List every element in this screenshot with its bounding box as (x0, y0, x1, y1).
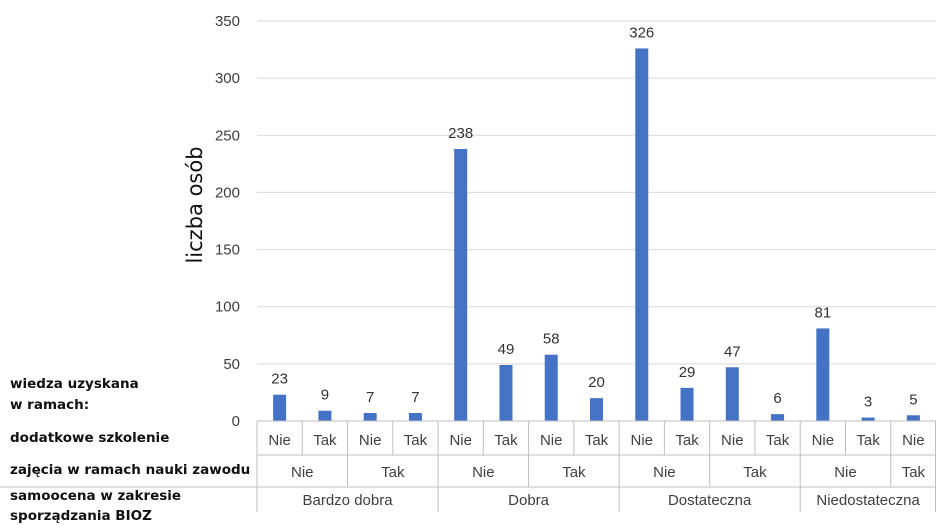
data-label: 238 (448, 125, 473, 142)
row-label-samoocena-line1: samoocena w zakresie (10, 488, 181, 504)
y-tick-label: 100 (215, 299, 240, 316)
y-tick-label: 0 (232, 413, 240, 430)
data-label: 47 (724, 343, 741, 360)
data-label: 29 (679, 364, 696, 381)
cat-label-zajecia: Nie (653, 464, 676, 481)
bar (273, 394, 287, 421)
bar (544, 354, 558, 421)
bar (408, 413, 422, 421)
cat-label-szkolenie: Nie (268, 432, 291, 449)
data-label: 49 (498, 341, 515, 358)
category-axis: Nie Tak Nie Tak Nie Tak Nie Tak Nie Tak Nie Tak Nie T… (0, 420, 936, 512)
cat-label-szkolenie: Nie (359, 432, 382, 449)
cat-label-szkolenie: Tak (766, 432, 790, 449)
cat-label-szkolenie: Tak (313, 432, 337, 449)
bar (590, 398, 603, 421)
y-axis-ticks: 0 50 100 150 200 250 300 350 (215, 13, 240, 430)
y-tick-label: 200 (215, 184, 240, 201)
cat-label-samoocena: Dobra (508, 492, 550, 509)
bar (499, 365, 513, 421)
cat-label-samoocena: Dostateczna (668, 492, 752, 509)
cat-label-szkolenie: Tak (675, 432, 699, 449)
cat-label-szkolenie: Nie (812, 432, 835, 449)
bar (454, 149, 468, 421)
data-label: 5 (909, 391, 917, 408)
data-label: 7 (366, 389, 374, 406)
bar (725, 367, 739, 421)
cat-label-szkolenie: Tak (494, 432, 518, 449)
bar (906, 415, 920, 421)
row-label-samoocena-line2: sporządzania BIOZ (10, 508, 152, 524)
y-tick-label: 50 (223, 356, 240, 373)
data-labels: 23 9 7 7 238 49 58 20 326 29 47 6 81 3 5 (271, 24, 917, 410)
cat-label-zajecia: Tak (381, 464, 405, 481)
row-header-line1: wiedza uzyskana (10, 376, 139, 392)
cat-label-szkolenie: Nie (902, 432, 925, 449)
gridlines (257, 20, 936, 422)
bars (273, 48, 920, 422)
cat-label-szkolenie: Tak (404, 432, 428, 449)
y-tick-label: 150 (215, 242, 240, 259)
bar (680, 387, 694, 421)
row-labels: wiedza uzyskana w ramach: dodatkowe szko… (10, 376, 250, 524)
cat-label-zajecia: Nie (291, 464, 314, 481)
cat-label-samoocena: Bardzo dobra (303, 492, 394, 509)
cat-label-szkolenie: Tak (856, 432, 880, 449)
bar (771, 414, 785, 421)
data-label: 7 (411, 389, 419, 406)
bar (861, 417, 875, 421)
bar (363, 413, 377, 421)
data-label: 81 (814, 304, 831, 321)
cat-label-zajecia: Nie (472, 464, 495, 481)
cat-label-zajecia: Tak (562, 464, 586, 481)
y-tick-label: 350 (215, 13, 240, 30)
data-label: 6 (773, 390, 781, 407)
cat-label-zajecia: Nie (834, 464, 857, 481)
row-label-zajecia: zajęcia w ramach nauki zawodu (10, 462, 250, 478)
row-header-line2: w ramach: (10, 397, 89, 413)
cat-label-szkolenie: Nie (631, 432, 654, 449)
data-label: 58 (543, 331, 560, 348)
bar (635, 48, 649, 422)
cat-label-zajecia: Tak (743, 464, 767, 481)
y-tick-label: 250 (215, 127, 240, 144)
y-axis-title: liczba osób (183, 146, 207, 263)
row-label-szkolenie: dodatkowe szkolenie (10, 430, 169, 446)
data-label: 20 (588, 374, 605, 391)
cat-label-szkolenie: Tak (585, 432, 609, 449)
cat-label-szkolenie: Nie (721, 432, 744, 449)
cat-label-szkolenie: Nie (540, 432, 563, 449)
data-label: 3 (864, 394, 872, 411)
cat-label-szkolenie: Nie (449, 432, 472, 449)
cat-label-zajecia: Tak (902, 464, 926, 481)
bar (816, 328, 830, 421)
data-label: 23 (271, 371, 288, 388)
data-label: 326 (629, 24, 654, 41)
data-label: 9 (321, 387, 329, 404)
cat-label-samoocena: Niedostateczna (816, 492, 920, 509)
bar (318, 410, 332, 421)
y-tick-label: 300 (215, 70, 240, 87)
